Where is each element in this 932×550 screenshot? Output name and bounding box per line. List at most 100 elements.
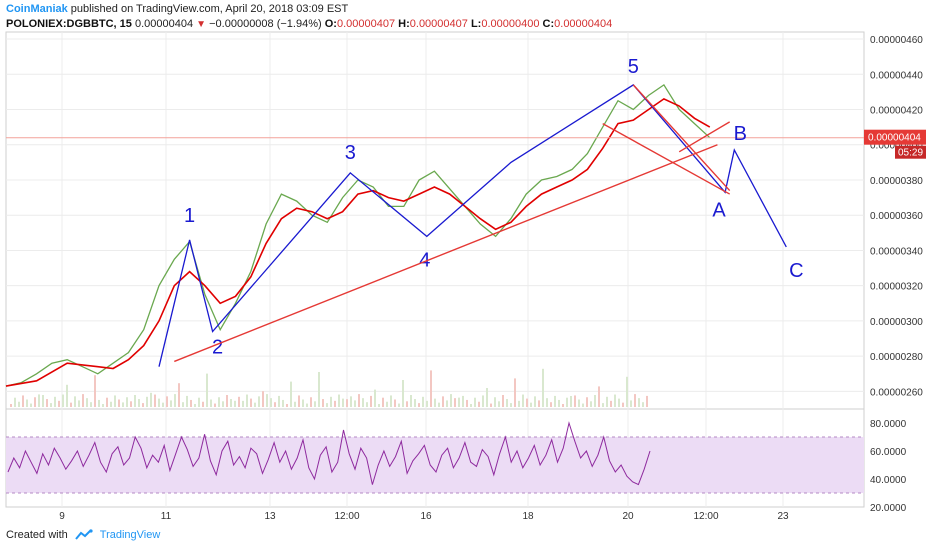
volume-bar xyxy=(618,398,620,407)
volume-bar xyxy=(406,401,408,407)
volume-bar xyxy=(338,394,340,407)
volume-bar xyxy=(326,403,328,407)
rsi-layer xyxy=(6,421,864,494)
volume-bar xyxy=(142,403,144,407)
volume-bar xyxy=(510,403,512,407)
annotation-layer: 1 2 3 4 5 A B C xyxy=(158,56,804,367)
volume-bar xyxy=(114,395,116,407)
volume-bar xyxy=(34,397,36,407)
close-value: 0.00000404 xyxy=(554,18,613,30)
volume-bar xyxy=(242,400,244,407)
volume-bar xyxy=(162,402,164,407)
volume-bar xyxy=(442,396,444,407)
y-tick-label: 0.00000300 xyxy=(870,317,923,328)
x-tick-label: 12:00 xyxy=(334,511,359,522)
volume-bar xyxy=(418,403,420,407)
rsi-line xyxy=(7,421,651,486)
symbol-line: POLONIEX:DGBBTC, 15 0.00000404 ▼ −0.0000… xyxy=(6,17,612,32)
volume-bar xyxy=(478,401,480,407)
volume-bar xyxy=(482,395,484,407)
volume-bar xyxy=(134,395,136,407)
volume-bar xyxy=(454,398,456,407)
volume-bar xyxy=(558,399,560,407)
published-text: published on TradingView.com, April 20, … xyxy=(70,3,349,15)
volume-bar xyxy=(54,396,56,407)
volume-bar xyxy=(50,403,52,407)
volume-bar xyxy=(374,389,376,407)
volume-bar xyxy=(118,399,120,407)
volume-bar xyxy=(422,396,424,407)
volume-bar xyxy=(498,401,500,407)
rsi-tick-label: 20.0000 xyxy=(870,503,907,514)
footer: Created with TradingView xyxy=(6,529,160,541)
volume-bar xyxy=(434,398,436,407)
volume-bar xyxy=(270,398,272,407)
y-tick-label: 0.00000420 xyxy=(870,106,923,117)
volume-bar xyxy=(26,399,28,407)
volume-bar xyxy=(102,404,104,407)
elliott-wave-line xyxy=(158,84,787,367)
volume-bars xyxy=(10,368,648,407)
volume-bar xyxy=(158,398,160,407)
volume-bar xyxy=(106,397,108,407)
volume-bar xyxy=(578,399,580,407)
volume-bar xyxy=(362,398,364,407)
volume-bar xyxy=(634,394,636,407)
volume-bar xyxy=(646,395,648,407)
volume-bar xyxy=(546,398,548,407)
volume-bar xyxy=(294,401,296,407)
volume-bar xyxy=(518,400,520,407)
volume-bar xyxy=(178,383,180,407)
volume-bar xyxy=(370,395,372,407)
volume-bar xyxy=(246,394,248,407)
volume-bar xyxy=(218,397,220,407)
y-tick-label: 0.00000280 xyxy=(870,352,923,363)
y-tick-label: 0.00000320 xyxy=(870,282,923,293)
volume-bar xyxy=(146,396,148,407)
volume-bar xyxy=(542,368,544,407)
countdown-marker xyxy=(895,145,926,159)
author-link[interactable]: CoinManiak xyxy=(6,3,68,15)
volume-bar xyxy=(606,396,608,407)
volume-bar xyxy=(174,394,176,407)
last-price: 0.00000404 xyxy=(134,18,194,30)
volume-bar xyxy=(334,400,336,407)
volume-bar xyxy=(22,395,24,407)
wave-label: A xyxy=(712,199,726,221)
volume-bar xyxy=(274,402,276,407)
volume-bar xyxy=(62,394,64,407)
close-label: C: xyxy=(542,18,555,30)
x-tick-label: 12:00 xyxy=(693,511,718,522)
price-change: −0.00000008 (−1.94%) xyxy=(209,18,322,30)
volume-bar xyxy=(286,404,288,407)
low-value: 0.00000400 xyxy=(481,18,540,30)
axis-layer: 0.000004600.000004400.000004200.00000400… xyxy=(59,35,926,522)
high-label: H: xyxy=(398,18,410,30)
volume-bar xyxy=(630,400,632,407)
rsi-tick-label: 40.0000 xyxy=(870,475,907,486)
tradingview-brand[interactable]: TradingView xyxy=(99,529,161,541)
volume-bar xyxy=(526,398,528,407)
wave-label: 1 xyxy=(184,205,195,227)
trendline xyxy=(174,144,718,363)
symbol-label[interactable]: POLONIEX:DGBBTC, 15 xyxy=(6,18,132,30)
volume-bar xyxy=(150,392,152,407)
low-label: L: xyxy=(470,18,482,30)
volume-bar xyxy=(614,394,616,407)
volume-bar xyxy=(170,400,172,407)
volume-bar xyxy=(38,394,40,407)
volume-bar xyxy=(58,400,60,407)
volume-bar xyxy=(514,378,516,407)
down-arrow-icon: ▼ xyxy=(196,19,207,30)
volume-bar xyxy=(598,386,600,407)
volume-bar xyxy=(582,403,584,407)
volume-bar xyxy=(550,402,552,407)
volume-bar xyxy=(562,404,564,407)
rsi-band xyxy=(6,437,864,493)
volume-bar xyxy=(398,403,400,407)
high-value: 0.00000407 xyxy=(409,18,468,30)
volume-bar xyxy=(266,394,268,407)
volume-bar xyxy=(574,395,576,407)
price-pane[interactable] xyxy=(5,31,865,410)
